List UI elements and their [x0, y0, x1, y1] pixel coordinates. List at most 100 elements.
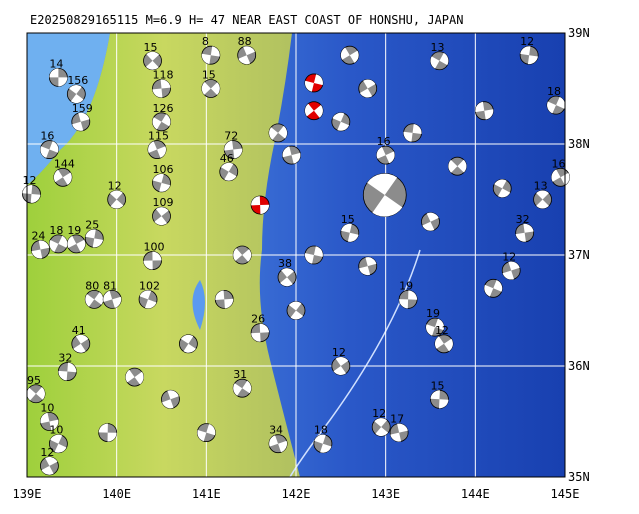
depth-label: 72 — [224, 130, 238, 143]
beachball-quadrant — [98, 423, 117, 442]
beachball: 10 — [40, 402, 59, 431]
depth-label: 34 — [269, 424, 283, 437]
beachball-quadrant — [85, 229, 104, 248]
depth-label: 16 — [40, 130, 54, 143]
beachball-quadrant — [502, 261, 520, 280]
beachball — [304, 101, 324, 121]
beachball-quadrant — [162, 390, 179, 409]
beachball-quadrant — [201, 82, 220, 95]
beachball-quadrant — [475, 101, 494, 120]
beachball-quadrant — [304, 74, 323, 92]
lat-label: 36N — [568, 359, 590, 373]
beachball-quadrant — [515, 223, 534, 242]
beachball-quadrant — [215, 290, 234, 309]
lon-label: 143E — [371, 487, 400, 501]
beachball: 14 — [48, 57, 68, 87]
beachball: 72 — [223, 130, 243, 159]
beachball — [214, 289, 234, 309]
beachball-quadrant — [53, 169, 72, 185]
depth-label: 102 — [139, 279, 160, 292]
depth-label: 26 — [251, 313, 265, 326]
depth-label: 15 — [144, 41, 158, 54]
beachball — [268, 123, 288, 143]
beachball-quadrant — [448, 159, 467, 173]
lat-label: 35N — [568, 470, 590, 484]
beachball-quadrant — [332, 112, 350, 131]
depth-label: 159 — [72, 102, 93, 115]
beachball: 31 — [232, 368, 252, 398]
beachball-quadrant — [340, 47, 359, 63]
beachball: 102 — [138, 279, 160, 309]
beachball: 12 — [501, 251, 521, 280]
beachball — [161, 389, 180, 409]
beachball — [483, 278, 503, 298]
beachball-quadrant — [304, 103, 323, 118]
depth-label: 13 — [534, 180, 548, 193]
beachball: 26 — [250, 313, 270, 343]
beachball — [282, 145, 301, 165]
depth-label: 32 — [58, 352, 72, 365]
beachball-quadrant — [110, 190, 124, 209]
beachball-quadrant — [403, 124, 422, 142]
beachball-quadrant — [26, 387, 46, 401]
beachball: 13 — [533, 180, 552, 209]
beachball: 25 — [84, 218, 104, 248]
depth-label: 12 — [435, 324, 449, 337]
beachball: 12 — [107, 180, 127, 209]
beachball-quadrant — [72, 112, 90, 131]
beachball-quadrant — [154, 207, 169, 226]
depth-label: 18 — [314, 424, 328, 437]
beachball-quadrant — [146, 51, 160, 70]
beachball: 15 — [201, 69, 221, 98]
depth-label: 31 — [233, 368, 247, 381]
beachball-quadrant — [269, 125, 288, 140]
beachball: 18 — [48, 224, 68, 254]
beachball-quadrant — [49, 235, 68, 252]
beachball-quadrant — [280, 268, 294, 287]
beachball — [340, 45, 360, 65]
beachball — [362, 173, 407, 217]
lat-label: 39N — [568, 26, 590, 40]
beachball-quadrant — [40, 412, 59, 431]
beachball: 95 — [26, 374, 46, 404]
depth-label: 19 — [426, 307, 440, 320]
beachball-quadrant — [251, 323, 270, 342]
beachball: 16 — [551, 157, 570, 187]
beachball-quadrant — [221, 162, 237, 181]
beachball-quadrant — [31, 240, 50, 259]
depth-label: 18 — [49, 224, 63, 237]
lat-label: 37N — [568, 248, 590, 262]
beachball: 19 — [425, 307, 445, 337]
depth-label: 118 — [153, 69, 174, 82]
beachball — [403, 123, 422, 143]
beachball-quadrant — [251, 196, 270, 214]
depth-label: 8 — [202, 35, 209, 48]
beachball-quadrant — [40, 141, 59, 158]
bay — [192, 280, 205, 330]
beachball: 106 — [152, 163, 174, 193]
depth-label: 24 — [31, 229, 45, 242]
depth-label: 12 — [372, 407, 386, 420]
beachball-quadrant — [367, 173, 403, 217]
beachball: 38 — [277, 257, 297, 287]
beachball-quadrant — [314, 434, 332, 453]
lon-label: 140E — [102, 487, 131, 501]
beachball-quadrant — [85, 292, 104, 307]
beachball — [358, 79, 378, 98]
beachball — [304, 245, 324, 265]
beachball-quadrant — [390, 423, 408, 442]
depth-label: 144 — [54, 157, 75, 170]
beachball-quadrant — [374, 418, 389, 437]
beachball-quadrant — [359, 257, 377, 276]
beachball-quadrant — [282, 146, 301, 164]
beachball-quadrant — [376, 146, 395, 164]
beachball: 19 — [398, 279, 418, 309]
depth-label: 32 — [516, 213, 530, 226]
beachball-quadrant — [288, 301, 304, 320]
beachball-quadrant — [201, 46, 220, 65]
beachball: 15 — [143, 41, 162, 71]
depth-label: 88 — [238, 35, 252, 48]
depth-label: 12 — [502, 251, 516, 264]
beachball: 18 — [313, 424, 333, 454]
beachball: 13 — [430, 41, 449, 71]
